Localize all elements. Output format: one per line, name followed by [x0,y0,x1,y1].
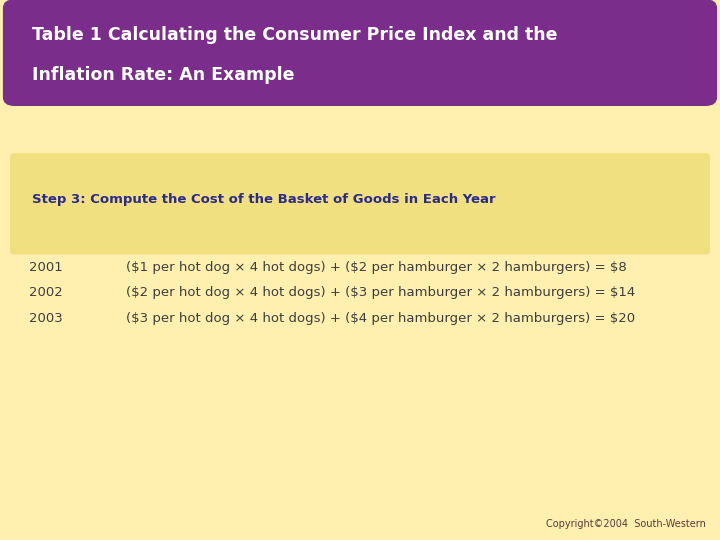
Text: 2002: 2002 [29,286,63,299]
FancyBboxPatch shape [11,154,709,254]
Text: ($2 per hot dog × 4 hot dogs) + ($3 per hamburger × 2 hamburgers) = $14: ($2 per hot dog × 4 hot dogs) + ($3 per … [126,286,635,299]
FancyBboxPatch shape [4,0,716,105]
Text: ($3 per hot dog × 4 hot dogs) + ($4 per hamburger × 2 hamburgers) = $20: ($3 per hot dog × 4 hot dogs) + ($4 per … [126,312,635,325]
Text: ($1 per hot dog × 4 hot dogs) + ($2 per hamburger × 2 hamburgers) = $8: ($1 per hot dog × 4 hot dogs) + ($2 per … [126,261,626,274]
Text: 2001: 2001 [29,261,63,274]
Text: 2003: 2003 [29,312,63,325]
Text: Table 1 Calculating the Consumer Price Index and the: Table 1 Calculating the Consumer Price I… [32,26,558,44]
Text: Copyright©2004  South-Western: Copyright©2004 South-Western [546,519,706,529]
Text: Step 3: Compute the Cost of the Basket of Goods in Each Year: Step 3: Compute the Cost of the Basket o… [32,193,496,206]
Text: Inflation Rate: An Example: Inflation Rate: An Example [32,65,295,84]
